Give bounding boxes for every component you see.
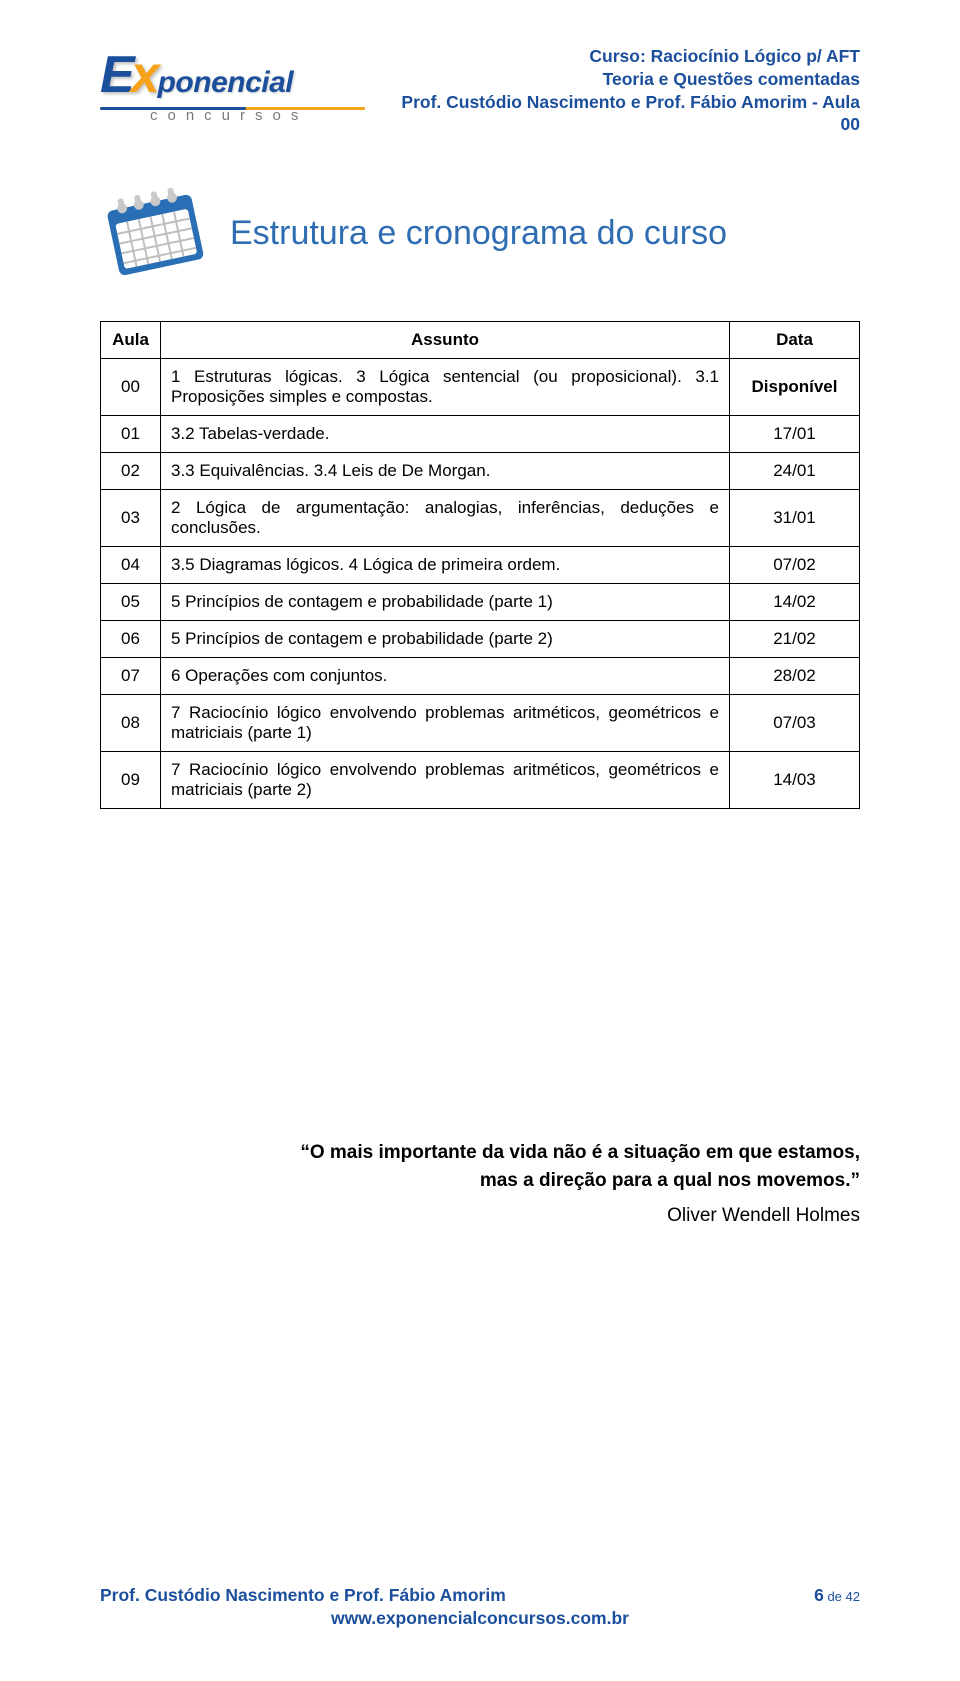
cell-aula: 01: [101, 416, 161, 453]
footer-page-total: 42: [846, 1589, 860, 1604]
course-line-2: Teoria e Questões comentadas: [385, 68, 860, 91]
cell-aula: 09: [101, 752, 161, 809]
logo-wordmark: E x ponencial: [100, 45, 365, 105]
cell-assunto: 2 Lógica de argumentação: analogias, inf…: [161, 490, 730, 547]
cell-data: 14/02: [730, 584, 860, 621]
schedule-table: Aula Assunto Data 001 Estruturas lógicas…: [100, 321, 860, 809]
cell-assunto: 3.2 Tabelas-verdade.: [161, 416, 730, 453]
footer-url: www.exponencialconcursos.com.br: [100, 1608, 860, 1629]
cell-aula: 08: [101, 695, 161, 752]
course-line-1: Curso: Raciocínio Lógico p/ AFT: [385, 45, 860, 68]
section-title: Estrutura e cronograma do curso: [230, 214, 727, 253]
table-row: 001 Estruturas lógicas. 3 Lógica sentenc…: [101, 359, 860, 416]
cell-aula: 03: [101, 490, 161, 547]
cell-assunto: 7 Raciocínio lógico envolvendo problemas…: [161, 695, 730, 752]
quote-line-2: mas a direção para a qual nos movemos.”: [100, 1167, 860, 1195]
footer-line: Prof. Custódio Nascimento e Prof. Fábio …: [100, 1585, 860, 1606]
footer-page-current: 6: [814, 1585, 824, 1605]
table-row: 043.5 Diagramas lógicos. 4 Lógica de pri…: [101, 547, 860, 584]
quote-line-1: “O mais importante da vida não é a situa…: [100, 1139, 860, 1167]
logo-underline: [100, 107, 365, 113]
footer-prof: Prof. Custódio Nascimento e Prof. Fábio …: [100, 1585, 506, 1606]
cell-data: 21/02: [730, 621, 860, 658]
logo: E x ponencial concursos: [100, 45, 365, 124]
page-footer: Prof. Custódio Nascimento e Prof. Fábio …: [100, 1585, 860, 1629]
cell-aula: 04: [101, 547, 161, 584]
course-line-3: Prof. Custódio Nascimento e Prof. Fábio …: [385, 91, 860, 137]
table-row: 023.3 Equivalências. 3.4 Leis de De Morg…: [101, 453, 860, 490]
section-heading-row: Estrutura e cronograma do curso: [100, 186, 860, 281]
col-header-assunto: Assunto: [161, 322, 730, 359]
table-row: 097 Raciocínio lógico envolvendo problem…: [101, 752, 860, 809]
table-row: 076 Operações com conjuntos.28/02: [101, 658, 860, 695]
cell-assunto: 7 Raciocínio lógico envolvendo problemas…: [161, 752, 730, 809]
course-info: Curso: Raciocínio Lógico p/ AFT Teoria e…: [385, 45, 860, 136]
col-header-aula: Aula: [101, 322, 161, 359]
table-row: 065 Princípios de contagem e probabilida…: [101, 621, 860, 658]
cell-assunto: 5 Princípios de contagem e probabilidade…: [161, 584, 730, 621]
table-row: 055 Princípios de contagem e probabilida…: [101, 584, 860, 621]
cell-data: 14/03: [730, 752, 860, 809]
cell-aula: 02: [101, 453, 161, 490]
footer-page: 6 de 42: [814, 1585, 860, 1606]
logo-letter-e: E: [100, 45, 135, 105]
table-header-row: Aula Assunto Data: [101, 322, 860, 359]
cell-assunto: 5 Princípios de contagem e probabilidade…: [161, 621, 730, 658]
cell-data: 31/01: [730, 490, 860, 547]
cell-data: 07/02: [730, 547, 860, 584]
cell-aula: 06: [101, 621, 161, 658]
table-row: 032 Lógica de argumentação: analogias, i…: [101, 490, 860, 547]
quote-author: Oliver Wendell Holmes: [100, 1202, 860, 1230]
cell-data: 07/03: [730, 695, 860, 752]
table-row: 087 Raciocínio lógico envolvendo problem…: [101, 695, 860, 752]
col-header-data: Data: [730, 322, 860, 359]
cell-data: Disponível: [730, 359, 860, 416]
cell-aula: 05: [101, 584, 161, 621]
footer-page-of: de: [824, 1589, 846, 1604]
cell-data: 17/01: [730, 416, 860, 453]
quote-block: “O mais importante da vida não é a situa…: [100, 1139, 860, 1230]
logo-letter-x: x: [131, 45, 160, 105]
table-row: 013.2 Tabelas-verdade.17/01: [101, 416, 860, 453]
cell-aula: 07: [101, 658, 161, 695]
cell-assunto: 6 Operações com conjuntos.: [161, 658, 730, 695]
cell-aula: 00: [101, 359, 161, 416]
cell-data: 28/02: [730, 658, 860, 695]
cell-assunto: 3.3 Equivalências. 3.4 Leis de De Morgan…: [161, 453, 730, 490]
cell-data: 24/01: [730, 453, 860, 490]
page-header: E x ponencial concursos Curso: Raciocíni…: [100, 0, 860, 136]
cell-assunto: 3.5 Diagramas lógicos. 4 Lógica de prime…: [161, 547, 730, 584]
logo-rest: ponencial: [158, 66, 294, 100]
cell-assunto: 1 Estruturas lógicas. 3 Lógica sentencia…: [161, 359, 730, 416]
calendar-icon: [100, 186, 210, 281]
